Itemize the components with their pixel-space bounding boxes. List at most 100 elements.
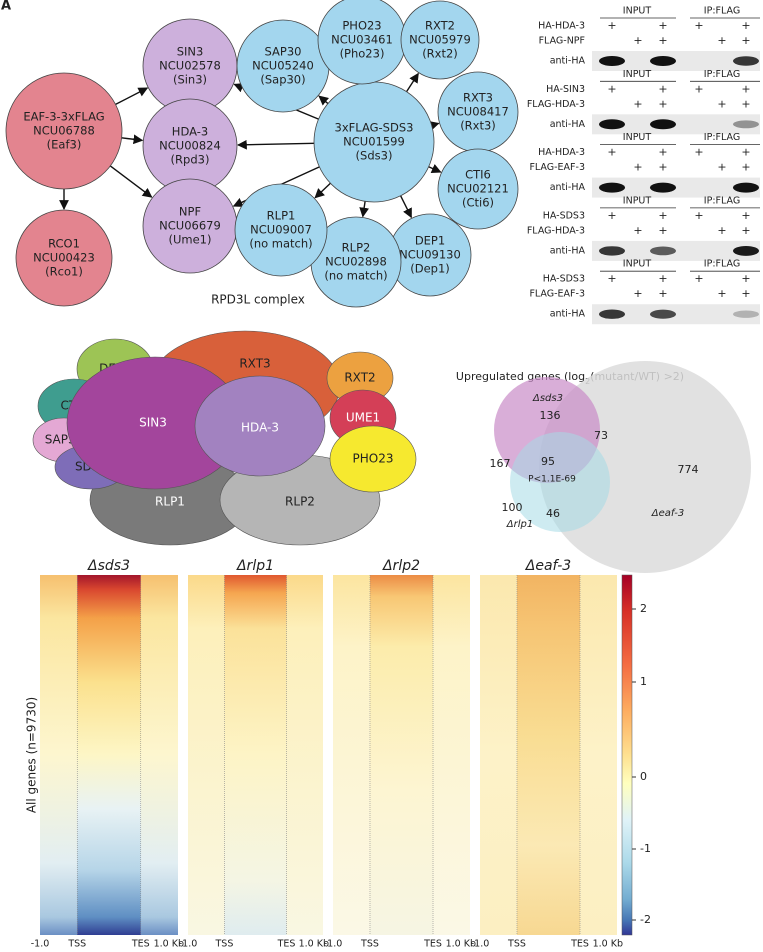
lane-mark: +: [741, 161, 750, 174]
coip-blot: INPUT IP:FLAG HA-HDA-3 + + + + FLAG-NPF + + + + anti…: [538, 6, 760, 71]
lane-mark: +: [658, 209, 667, 222]
node-label: EAF-3-3xFLAG: [23, 110, 104, 124]
band: [650, 246, 676, 256]
node-label: SIN3: [177, 45, 204, 59]
blot-header: INPUT: [623, 132, 652, 143]
node-circle: [400, 0, 480, 80]
node-label: (no match): [249, 237, 312, 251]
heatmap-title: Δrlp1: [236, 558, 274, 574]
blot-header: INPUT: [623, 6, 652, 17]
venn-count: 774: [678, 463, 699, 476]
subunit: PHO23: [329, 425, 417, 493]
node-label: (Rco1): [45, 265, 83, 279]
coip-blot: INPUT IP:FLAG HA-SDS3 + + + + FLAG-HDA-3 + + + + ant…: [527, 195, 760, 261]
node-label: NCU02121: [447, 182, 509, 196]
row-label: FLAG-HDA-3: [527, 99, 585, 110]
lane-mark: +: [717, 34, 726, 47]
heatmap-title: Δsds3: [87, 558, 130, 574]
edge-arrow: [109, 165, 153, 198]
antibody-label: anti-HA: [550, 119, 586, 130]
node-label: SAP30: [265, 45, 302, 59]
edge-arrow: [237, 139, 315, 150]
row-label: HA-SIN3: [546, 84, 585, 95]
band: [599, 56, 625, 66]
x-tick-label: TSS: [507, 939, 526, 950]
row-label: HA-SDS3: [543, 210, 585, 221]
x-tick-label: -1.0: [179, 939, 198, 950]
lane-mark: +: [607, 272, 616, 285]
lane-mark: +: [658, 272, 667, 285]
band: [599, 309, 625, 319]
band: [733, 245, 759, 256]
band: [599, 119, 625, 130]
colorbar-tick-label: 2: [640, 602, 647, 615]
lane-mark: +: [694, 19, 703, 32]
node-label: RCO1: [48, 237, 80, 251]
venn-count: 46: [546, 507, 560, 520]
antibody-label: anti-HA: [550, 245, 586, 256]
lane-mark: +: [607, 146, 616, 159]
panel-label: A: [1, 0, 11, 14]
subunit-label: SIN3: [139, 416, 167, 430]
edge-arrow: [406, 72, 419, 93]
node-label: PHO23: [342, 19, 381, 33]
blot-header: IP:FLAG: [704, 132, 740, 143]
edge-arrow: [428, 121, 440, 131]
edge-arrow: [121, 134, 144, 145]
coip-blot: INPUT IP:FLAG HA-HDA-3 + + + + FLAG-EAF-3 + + + + an…: [529, 132, 760, 198]
node-label: RXT2: [425, 19, 455, 33]
subunit-label: PHO23: [353, 452, 394, 466]
node-label: NCU09130: [399, 248, 461, 262]
venn-count: 95: [541, 455, 555, 468]
y-axis-label: All genes (n=9730): [25, 697, 39, 813]
venn-set: [510, 432, 610, 532]
node-label: (Eaf3): [47, 138, 82, 152]
heatmap-body: [516, 575, 581, 935]
node-label: NCU00824: [159, 139, 221, 153]
row-label: HA-HDA-3: [538, 21, 585, 32]
lane-mark: +: [717, 161, 726, 174]
node-label: NCU01599: [343, 135, 405, 149]
subunit-label: UME1: [346, 411, 380, 425]
x-tick-label: 1.0 Kb: [299, 939, 329, 950]
node-label: (Cti6): [462, 196, 494, 210]
x-tick-label: TES: [131, 939, 150, 950]
colorbar-tick-label: -1: [640, 842, 651, 855]
antibody-label: anti-HA: [550, 309, 586, 320]
node-label: NCU05240: [252, 59, 314, 73]
row-label: FLAG-HDA-3: [527, 225, 585, 236]
x-tick-label: -1.0: [324, 939, 343, 950]
heatmap-body: [224, 575, 287, 935]
lane-mark: +: [717, 97, 726, 110]
subunit-label: HDA-3: [241, 421, 279, 435]
node-label: NCU02898: [325, 255, 387, 269]
lane-mark: +: [694, 272, 703, 285]
node-label: NCU03461: [331, 33, 393, 47]
lane-mark: +: [741, 82, 750, 95]
x-tick-label: 1.0 Kb: [593, 939, 623, 950]
subunit-shape: [329, 425, 417, 493]
node-label: CTI6: [465, 168, 491, 182]
row-label: HA-SDS3: [543, 274, 585, 285]
antibody-label: anti-HA: [550, 182, 586, 193]
node-label: NPF: [179, 205, 201, 219]
complex-title: RPD3L complex: [211, 293, 305, 307]
node-label: NCU06788: [33, 124, 95, 138]
x-tick-label: TSS: [360, 939, 379, 950]
x-tick-label: TSS: [215, 939, 234, 950]
subunit: SIN3: [66, 356, 244, 490]
node-label: (Rxt2): [422, 47, 458, 61]
band: [650, 56, 676, 66]
subunit-label: RLP1: [155, 495, 185, 509]
band: [650, 182, 676, 193]
heatmap-panel: Δsds3 -1.0 TSS TES 1.0 Kb: [31, 558, 184, 950]
node-label: (Rpd3): [171, 153, 210, 167]
